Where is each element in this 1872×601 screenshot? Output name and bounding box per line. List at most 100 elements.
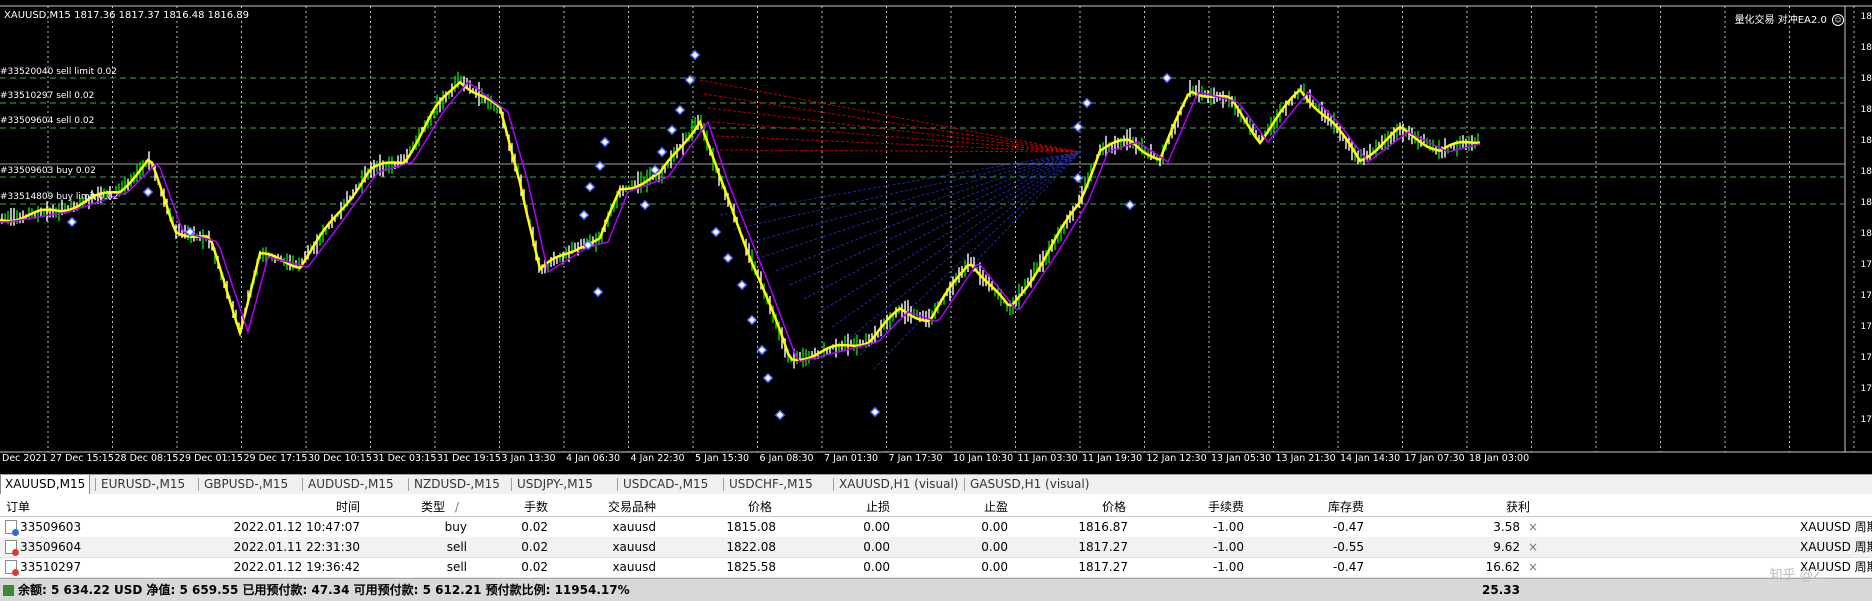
cell-symbol: xauusd — [612, 520, 656, 534]
col-time[interactable]: 时间 — [335, 500, 360, 514]
tab-separator — [408, 478, 409, 491]
trade-marker-icon — [599, 136, 611, 148]
trade-marker-icon — [1072, 121, 1084, 133]
total-profit: 25.33 — [1482, 583, 1520, 597]
chart-tab[interactable]: EURUSD-,M15 — [101, 477, 186, 491]
time-tick-label: 27 Dec 15:15 — [50, 453, 114, 464]
trade-marker-icon — [1072, 172, 1084, 184]
time-tick-label: 10 Jan 10:30 — [953, 453, 1014, 464]
fast-ma-line — [0, 80, 1481, 362]
col-type[interactable]: 类型 — [420, 500, 445, 514]
cell-open-price: 1822.08 — [726, 540, 776, 554]
trade-link-line — [803, 151, 1081, 300]
cell-time: 2022.01.12 19:36:42 — [233, 560, 360, 574]
tab-separator — [617, 478, 618, 491]
chart-tab[interactable]: USDJPY-,M15 — [517, 477, 593, 491]
price-tick-label: 17 — [1860, 415, 1872, 425]
price-tick-label: 18 — [1860, 229, 1872, 239]
trade-link-line — [747, 151, 1081, 244]
close-order-icon[interactable]: × — [1528, 520, 1539, 534]
col-open-price[interactable]: 价格 — [747, 500, 772, 514]
chart-tab[interactable]: GBPUSD-,M15 — [204, 477, 289, 491]
time-tick-label: 7 Jan 01:30 — [824, 453, 879, 464]
order-label-sell-1: #33510297 sell 0.02 — [0, 91, 95, 101]
trade-marker-icon — [666, 124, 678, 136]
price-tick-label: 17 — [1860, 291, 1872, 301]
col-order[interactable]: 订单 — [6, 500, 31, 514]
buy-order-icon — [5, 520, 19, 536]
col-take-profit[interactable]: 止盈 — [983, 500, 1008, 514]
table-header: 订单 时间 类型 / 手数 交易品种 价格 止损 止盈 价格 手续费 库存费 获… — [0, 497, 1872, 517]
chart-tab[interactable]: USDCHF-,M15 — [729, 477, 813, 491]
close-order-icon[interactable]: × — [1528, 560, 1539, 574]
sell-order-icon — [5, 540, 19, 556]
cell-lots: 0.02 — [521, 540, 548, 554]
table-row[interactable]: 33510297 2022.01.12 19:36:42 sell 0.02 xauus… — [0, 557, 1872, 578]
cell-swap: -0.47 — [1332, 560, 1364, 574]
chart-tab[interactable]: NZDUSD-,M15 — [414, 477, 500, 491]
chart-tab[interactable]: XAUUSD,H1 (visual) — [839, 477, 959, 491]
trade-marker-icon — [639, 199, 651, 211]
chart-tab[interactable]: USDCAD-,M15 — [623, 477, 709, 491]
trade-marker-icon — [774, 409, 786, 421]
trade-link-line — [715, 135, 1081, 153]
cell-cur-price: 1817.27 — [1078, 560, 1128, 574]
trade-marker-icon — [756, 344, 768, 356]
chart-canvas — [0, 5, 1872, 453]
cell-comment: XAUUSD 周期 — [1800, 520, 1872, 534]
cell-type: buy — [444, 520, 467, 534]
watermark: 知乎 @Z... — [1769, 568, 1834, 583]
trade-link-line — [789, 151, 1081, 286]
col-current-price[interactable]: 价格 — [1101, 500, 1126, 514]
table-row[interactable]: 33509604 2022.01.11 22:31:30 sell 0.02 xauus… — [0, 537, 1872, 558]
trade-marker-icon — [746, 314, 758, 326]
trade-marker-icon — [689, 49, 701, 61]
col-lots[interactable]: 手数 — [523, 500, 548, 514]
cell-comment: XAUUSD 周期 — [1800, 560, 1872, 574]
trade-marker-icon — [722, 252, 734, 264]
chart-tab[interactable]: AUDUSD-,M15 — [308, 477, 394, 491]
col-profit[interactable]: 获利 — [1505, 500, 1530, 514]
price-tick-label: 18 — [1860, 105, 1872, 115]
col-swap[interactable]: 库存费 — [1327, 500, 1364, 514]
cell-tp: 0.00 — [981, 560, 1008, 574]
cell-time: 2022.01.12 10:47:07 — [233, 520, 360, 534]
trade-marker-icon — [649, 164, 661, 176]
cell-cur-price: 1816.87 — [1078, 520, 1128, 534]
table-row[interactable]: 33509603 2022.01.12 10:47:07 buy 0.02 xauusd… — [0, 517, 1872, 538]
time-tick-label: 18 Jan 03:00 — [1469, 453, 1530, 464]
trade-link-line — [761, 151, 1081, 258]
price-chart[interactable]: XAUUSD,M15 1817.36 1817.37 1816.48 1816.… — [0, 0, 1872, 468]
trade-marker-icon — [762, 372, 774, 384]
trade-link-line — [831, 151, 1081, 328]
col-commission[interactable]: 手续费 — [1207, 500, 1244, 514]
close-order-icon[interactable]: × — [1528, 540, 1539, 554]
cell-open-price: 1825.58 — [726, 560, 776, 574]
trade-marker-icon — [710, 226, 722, 238]
trade-terminal: 订单 时间 类型 / 手数 交易品种 价格 止损 止盈 价格 手续费 库存费 获… — [0, 494, 1872, 601]
trade-link-line — [719, 149, 1081, 153]
time-tick-label: 4 Jan 22:30 — [630, 453, 685, 464]
order-label-buy: #33509603 buy 0.02 — [0, 166, 96, 176]
cell-lots: 0.02 — [521, 520, 548, 534]
time-tick-label: 29 Dec 17:15 — [243, 453, 308, 464]
chart-tab[interactable]: GASUSD,H1 (visual) — [970, 477, 1090, 491]
col-symbol[interactable]: 交易品种 — [607, 500, 656, 514]
trade-marker-icon — [184, 226, 196, 238]
trade-link-line — [703, 93, 1081, 153]
cell-open-price: 1815.08 — [726, 520, 776, 534]
cell-commission: -1.00 — [1212, 560, 1244, 574]
cell-order: 33509603 — [20, 520, 82, 534]
trade-link-line — [775, 151, 1081, 272]
price-tick-label: 18 — [1860, 167, 1872, 177]
trade-marker-icon — [578, 209, 590, 221]
cell-type: sell — [446, 540, 467, 554]
time-tick-label: 17 Jan 07:30 — [1404, 453, 1465, 464]
chart-tab[interactable]: XAUUSD,M15 — [0, 475, 91, 494]
cell-comment: XAUUSD 周期 — [1800, 540, 1872, 554]
cell-symbol: xauusd — [612, 560, 656, 574]
time-tick-label: 31 Dec 03:15 — [372, 453, 437, 464]
col-stop-loss[interactable]: 止损 — [865, 500, 890, 514]
time-tick-label: 13 Jan 05:30 — [1211, 453, 1272, 464]
time-tick-label: 5 Jan 15:30 — [695, 453, 750, 464]
